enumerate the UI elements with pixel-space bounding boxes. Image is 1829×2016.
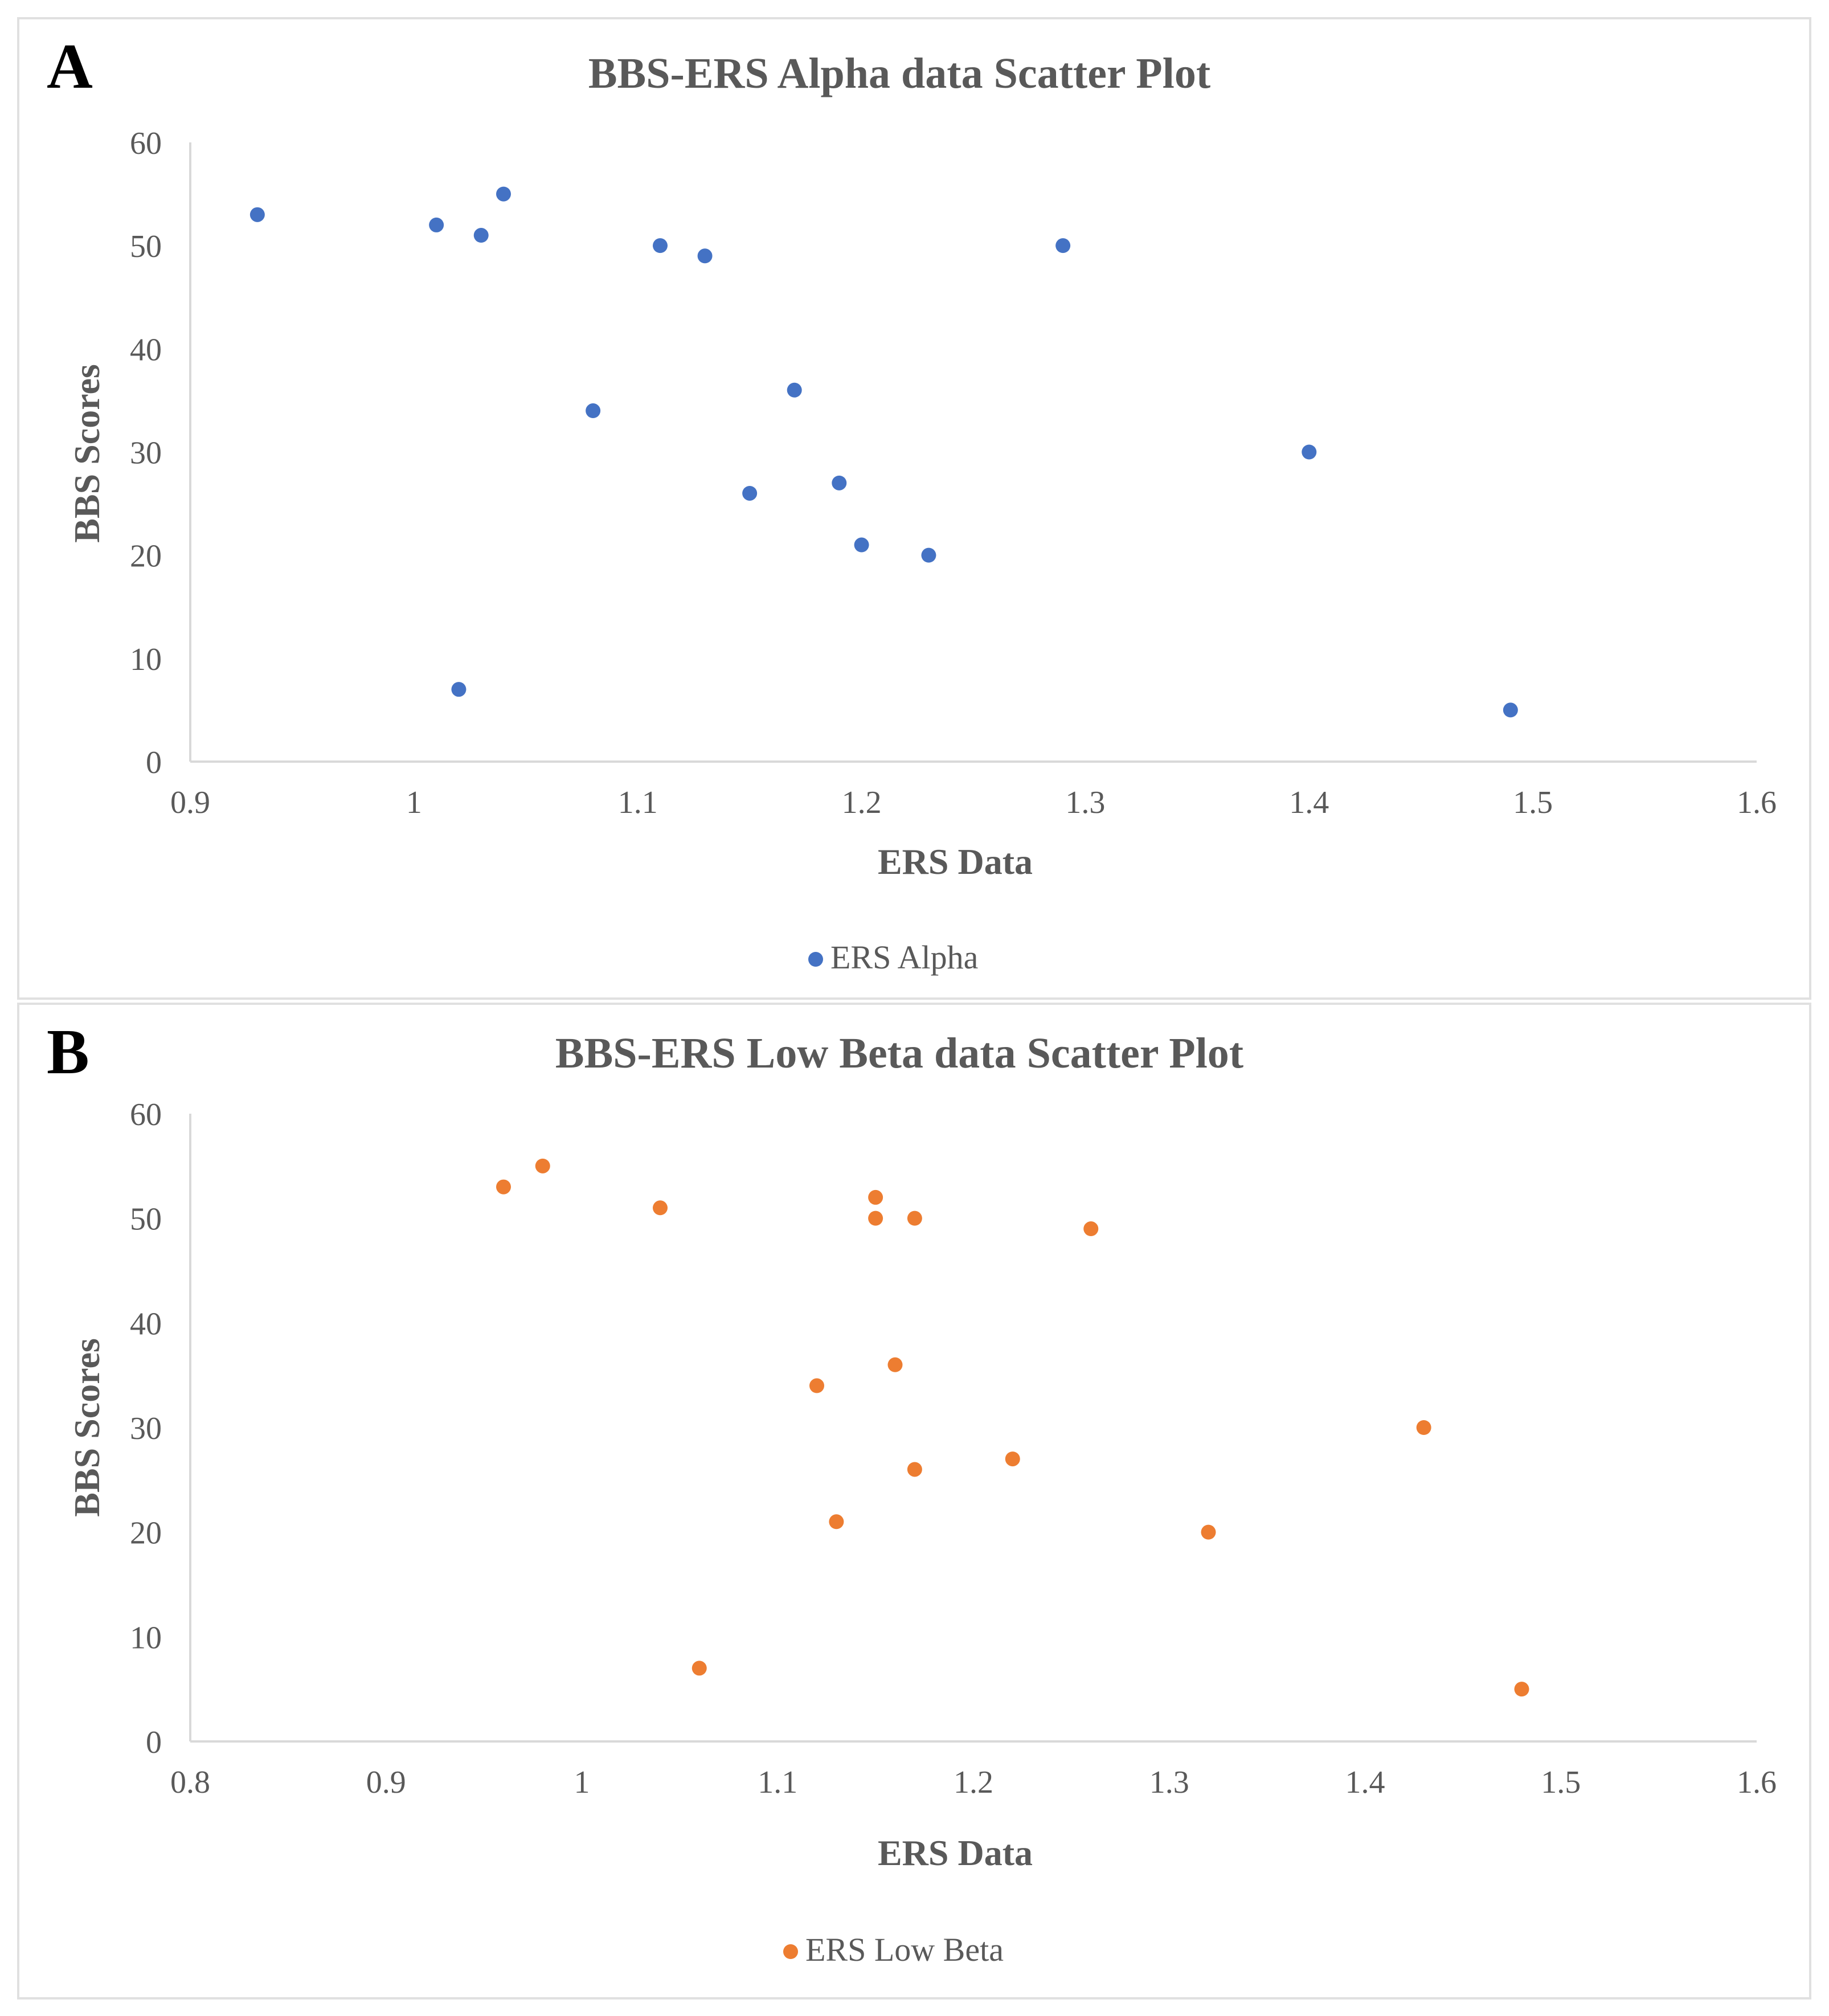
legend-marker <box>808 952 823 967</box>
data-point <box>451 682 467 697</box>
data-point <box>868 1189 883 1205</box>
data-point <box>1514 1682 1529 1697</box>
x-tick-label: 1.6 <box>1737 785 1777 820</box>
x-tick-label: 1.6 <box>1737 1765 1777 1800</box>
y-tick-label: 60 <box>130 1097 162 1132</box>
y-tick-label: 0 <box>146 745 162 780</box>
x-tick-label: 0.9 <box>170 785 210 820</box>
x-tick-label: 1.1 <box>618 785 658 820</box>
y-tick-label: 30 <box>130 436 162 471</box>
y-tick-label: 40 <box>130 1306 162 1342</box>
panel-label: A <box>47 31 93 102</box>
chart-panel-b: B BBS-ERS Low Beta data Scatter Plot BBS… <box>17 1003 1811 1999</box>
data-point <box>697 248 713 264</box>
y-tick-label: 0 <box>146 1725 162 1760</box>
x-tick-label: 1.5 <box>1513 785 1553 820</box>
data-point <box>829 1514 844 1530</box>
y-tick-label: 30 <box>130 1411 162 1446</box>
scatter-chart-b: B BBS-ERS Low Beta data Scatter Plot BBS… <box>47 1017 1777 1968</box>
x-tick-label: 1.3 <box>1065 785 1105 820</box>
data-point <box>1055 238 1071 253</box>
x-tick-label: 1.3 <box>1149 1765 1189 1800</box>
data-point <box>887 1357 903 1372</box>
data-point <box>809 1378 824 1393</box>
x-axis-label: ERS Data <box>878 1833 1033 1873</box>
y-tick-label: 10 <box>130 1620 162 1655</box>
x-tick-label: 1.4 <box>1289 785 1329 820</box>
data-point <box>868 1211 883 1226</box>
data-point <box>473 228 489 243</box>
data-point <box>1302 444 1317 460</box>
chart-panel-a: A BBS-ERS Alpha data Scatter Plot BBS Sc… <box>17 17 1811 1000</box>
data-point <box>429 217 444 232</box>
y-axis-label: BBS Scores <box>67 364 107 543</box>
data-point <box>535 1158 550 1173</box>
data-point <box>907 1211 922 1226</box>
data-point <box>1083 1221 1099 1237</box>
data-point <box>496 186 511 202</box>
x-tick-label: 0.9 <box>366 1765 406 1800</box>
scatter-chart-a: A BBS-ERS Alpha data Scatter Plot BBS Sc… <box>47 31 1777 976</box>
data-point <box>1503 702 1518 718</box>
y-tick-label: 20 <box>130 539 162 574</box>
x-tick-label: 0.8 <box>170 1765 210 1800</box>
data-point <box>921 547 936 563</box>
data-point <box>787 382 802 398</box>
data-point <box>496 1179 511 1195</box>
legend-label: ERS Alpha <box>830 939 978 976</box>
x-tick-label: 1.5 <box>1541 1765 1581 1800</box>
data-point <box>832 475 847 490</box>
data-point <box>249 207 265 222</box>
data-point <box>586 403 601 419</box>
x-tick-label: 1.2 <box>954 1765 993 1800</box>
x-tick-label: 1 <box>574 1765 590 1800</box>
x-tick-label: 1 <box>406 785 422 820</box>
data-point <box>691 1661 707 1676</box>
data-point <box>854 537 869 553</box>
data-point <box>653 1200 668 1216</box>
y-tick-label: 50 <box>130 1202 162 1237</box>
y-tick-label: 60 <box>130 126 162 161</box>
y-tick-label: 20 <box>130 1516 162 1551</box>
x-tick-label: 1.2 <box>842 785 882 820</box>
y-tick-label: 10 <box>130 642 162 677</box>
data-point <box>1005 1451 1020 1467</box>
legend-marker <box>783 1944 798 1959</box>
chart-title: BBS-ERS Low Beta data Scatter Plot <box>555 1029 1243 1077</box>
x-tick-label: 1.1 <box>758 1765 797 1800</box>
data-point <box>907 1462 922 1477</box>
legend-label: ERS Low Beta <box>805 1931 1004 1968</box>
data-point <box>1416 1420 1431 1435</box>
y-axis-label: BBS Scores <box>67 1338 107 1517</box>
legend: ERS Alpha <box>808 939 978 976</box>
y-tick-label: 40 <box>130 332 162 367</box>
x-tick-label: 1.4 <box>1345 1765 1385 1800</box>
data-point <box>653 238 668 253</box>
panel-label: B <box>47 1017 89 1087</box>
data-point <box>742 485 758 501</box>
y-tick-label: 50 <box>130 229 162 264</box>
x-axis-label: ERS Data <box>878 841 1033 882</box>
data-point <box>1201 1524 1216 1540</box>
chart-title: BBS-ERS Alpha data Scatter Plot <box>588 50 1210 97</box>
legend: ERS Low Beta <box>783 1931 1004 1968</box>
